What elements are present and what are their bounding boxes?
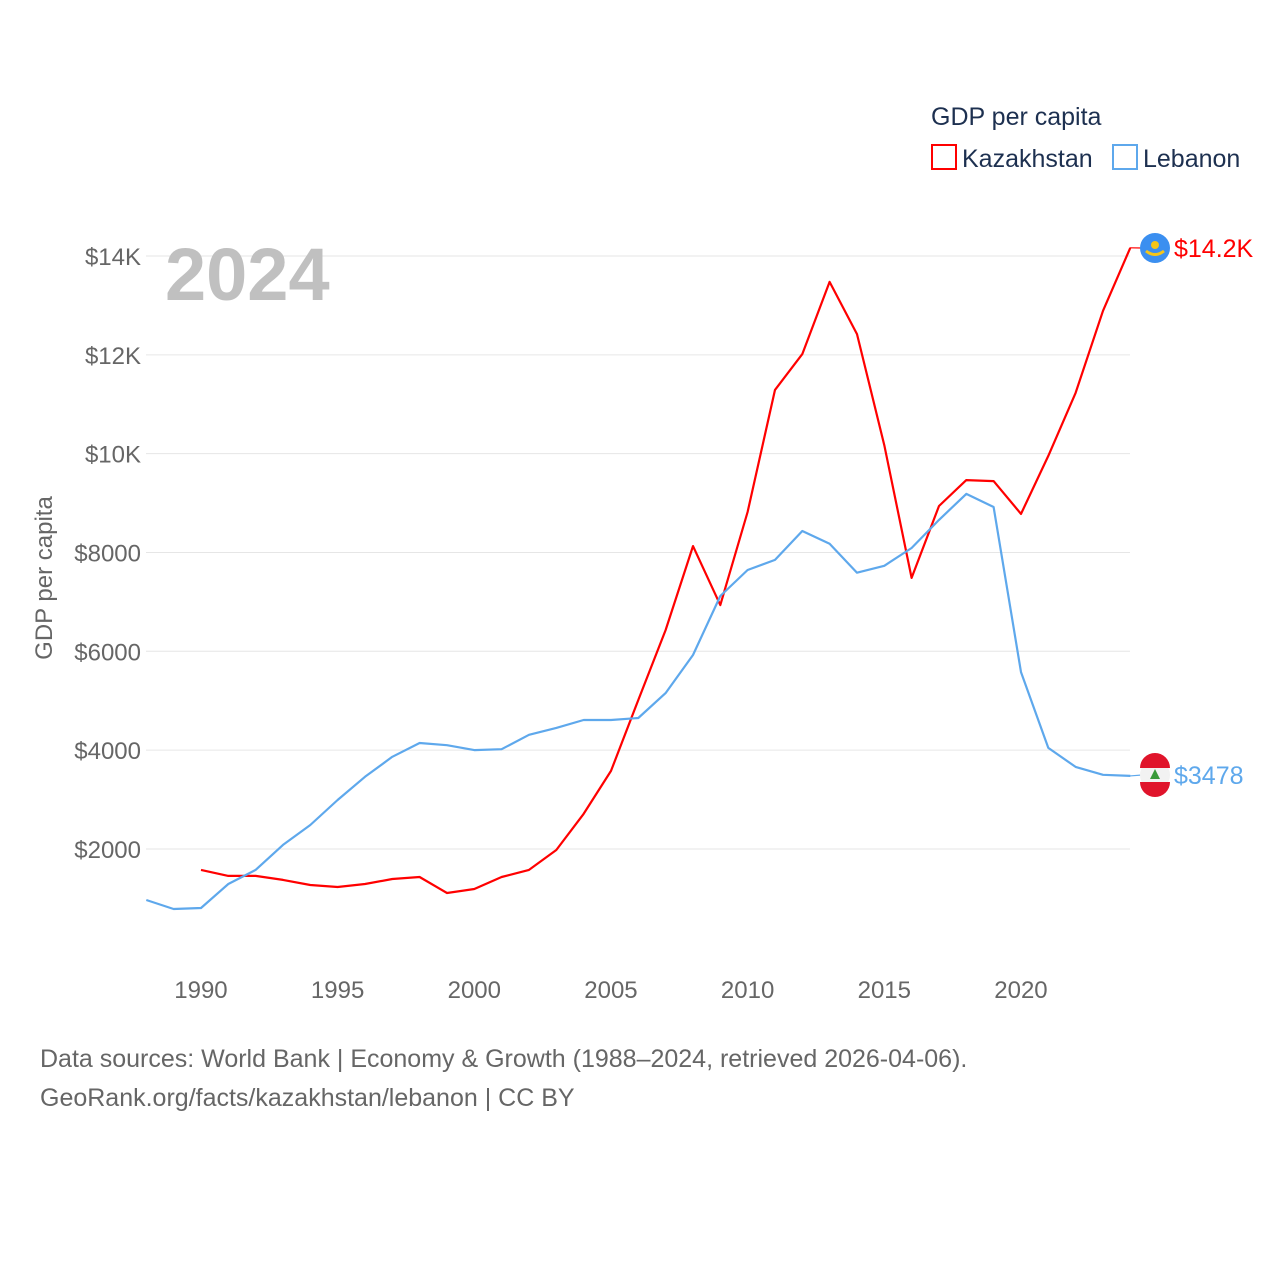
y-tick-label: $8000 bbox=[74, 540, 141, 567]
y-tick-label: $6000 bbox=[74, 639, 141, 666]
x-tick-label: 2000 bbox=[448, 977, 501, 1004]
legend-swatch-lebanon bbox=[1112, 144, 1138, 170]
line-chart: $2000 $4000 $6000 $8000 $10K $12K $14K 1990 1995… bbox=[31, 103, 1254, 1004]
legend-label-kazakhstan: Kazakhstan bbox=[962, 145, 1093, 173]
y-axis-label: GDP per capita bbox=[31, 496, 58, 660]
flag-eagle bbox=[1145, 249, 1165, 256]
y-tick-label: $10K bbox=[85, 442, 141, 469]
x-tick-label: 1995 bbox=[311, 977, 364, 1004]
x-tick-label: 1990 bbox=[174, 977, 227, 1004]
flag-red-bottom bbox=[1140, 782, 1170, 797]
year-label: 2024 bbox=[165, 233, 330, 316]
legend-label-lebanon: Lebanon bbox=[1143, 145, 1240, 173]
x-tick-label: 2020 bbox=[994, 977, 1047, 1004]
x-tick-label: 2010 bbox=[721, 977, 774, 1004]
flag-sun bbox=[1151, 241, 1159, 249]
end-value-label-lebanon: $3478 bbox=[1174, 762, 1244, 790]
legend-swatch-kazakhstan bbox=[931, 144, 957, 170]
flag-red-top bbox=[1140, 753, 1170, 768]
y-tick-label: $4000 bbox=[74, 738, 141, 765]
x-tick-label: 2005 bbox=[584, 977, 637, 1004]
source-link[interactable]: GeoRank.org/facts/kazakhstan/lebanon | C… bbox=[40, 1084, 575, 1112]
y-tick-label: $14K bbox=[85, 244, 141, 271]
label-connector bbox=[1129, 774, 1143, 777]
series-line-lebanon bbox=[145, 492, 1131, 911]
y-tick-label: $12K bbox=[85, 343, 141, 370]
end-value-label-kazakhstan: $14.2K bbox=[1174, 235, 1254, 263]
series-line-kazakhstan bbox=[200, 247, 1132, 895]
source-note: Data sources: World Bank | Economy & Gro… bbox=[40, 1045, 968, 1073]
x-tick-label: 2015 bbox=[858, 977, 911, 1004]
flag-cedar bbox=[1150, 769, 1160, 779]
y-tick-label: $2000 bbox=[74, 837, 141, 864]
legend-title: GDP per capita bbox=[931, 103, 1102, 131]
